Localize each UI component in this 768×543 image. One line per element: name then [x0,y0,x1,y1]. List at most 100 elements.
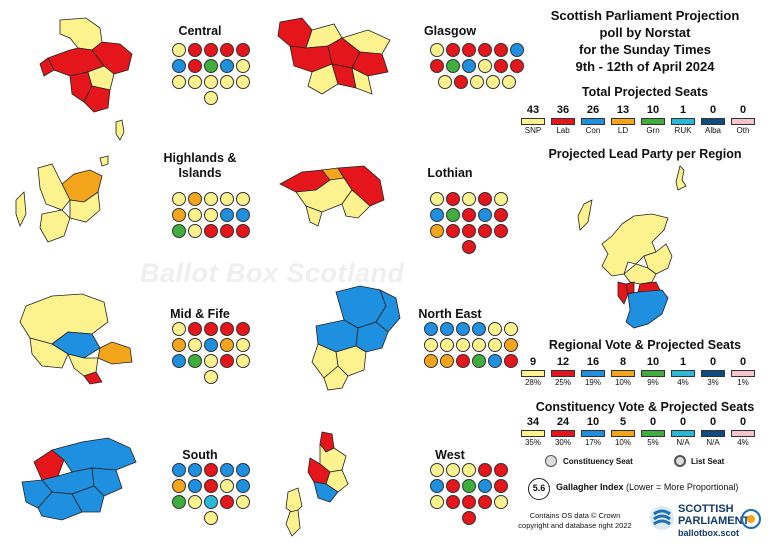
constituency-vote-grn: 5% [647,438,659,447]
regional-col-alba: 0 3% [698,356,728,388]
north-east-map [311,285,401,391]
seat-north-east-12 [424,354,438,368]
total-seats-snp: 43 [526,104,540,116]
seat-highlands-islands-0 [172,192,186,206]
seat-south-12 [204,495,218,509]
seat-lothian-2 [462,192,476,206]
title-line-1: Scottish Parliament Projection [550,8,740,23]
total-party-con: Con [585,126,601,135]
seat-lothian-3 [478,192,492,206]
seat-mid-fife-5 [172,338,186,352]
constituency-vote-snp: 35% [524,438,541,447]
total-seats-heading: Total Projected Seats [581,85,709,99]
seat-mid-fife-8 [220,338,234,352]
seat-central-7 [204,59,218,73]
seat-mid-fife-14 [236,354,250,368]
regional-seats-oth: 0 [739,356,747,368]
total-col-grn: 10 Grn [638,104,668,136]
constituency-heading: Constituency Vote & Projected Seats [535,400,755,414]
regional-swatch-con [581,370,605,377]
constituency-col-grn: 0 5% [638,416,668,448]
seat-west-10 [430,495,444,509]
credit-line-1: Contains OS data © Crown [529,511,621,520]
seat-glasgow-6 [430,59,444,73]
seat-north-east-3 [472,322,486,336]
total-party-oth: Oth [736,126,750,135]
logo-mark-icon [650,506,674,530]
seat-mid-fife-3 [220,322,234,336]
constituency-swatch-alba [701,430,725,437]
seat-mid-fife-1 [188,322,202,336]
regional-vote-lab: 25% [554,378,571,387]
seat-central-3 [220,43,234,57]
seat-west-2 [462,463,476,477]
title-line-4: 9th - 12th of April 2024 [575,59,715,74]
total-seats-table: 43 SNP 36 Lab 26 Con 13 LD 10 Grn 1 RUK 0 Alba 0 Oth [518,104,758,144]
seat-north-east-4 [488,322,502,336]
lead-north-east [643,243,673,275]
seat-north-east-0 [424,322,438,336]
seat-south-9 [236,479,250,493]
seat-north-east-11 [504,338,518,352]
seat-highlands-islands-12 [204,224,218,238]
total-party-alba: Alba [704,126,721,135]
seat-mid-fife-13 [220,354,234,368]
seat-west-9 [494,479,508,493]
gallagher-note: (Lower = More Proportional) [626,482,739,492]
seat-lothian-0 [430,192,444,206]
seat-highlands-islands-6 [188,208,202,222]
lead-isles [577,199,593,231]
seat-south-3 [220,463,234,477]
seat-highlands-islands-5 [172,208,186,222]
regional-col-snp: 9 28% [518,356,548,388]
lead-highlands-shape [675,165,687,191]
total-col-snp: 43 SNP [518,104,548,136]
region-title-west: West [435,448,465,462]
gallagher-badge: 5.6 [528,478,550,500]
central-map [39,17,133,113]
seat-south-6 [188,479,202,493]
seat-central-9 [236,59,250,73]
regional-vote-grn: 9% [647,378,659,387]
seat-mid-fife-7 [204,338,218,352]
seat-highlands-islands-2 [204,192,218,206]
regional-swatch-grn [641,370,665,377]
seat-glasgow-11 [510,59,524,73]
regional-seats-ruk: 1 [679,356,687,368]
seat-central-12 [204,75,218,89]
seat-south-10 [172,495,186,509]
total-col-alba: 0 Alba [698,104,728,136]
regional-vote-ld: 10% [614,378,631,387]
seat-highlands-islands-14 [236,224,250,238]
regional-vote-snp: 28% [524,378,541,387]
constituency-table: 34 35% 24 30% 10 17% 5 10% 0 5% 0 N/A 0 N/A 0 4% [518,416,758,456]
seat-mid-fife-4 [236,322,250,336]
seat-north-east-10 [488,338,502,352]
regional-vote-ruk: 4% [677,378,689,387]
seat-glasgow-2 [462,43,476,57]
seat-glasgow-10 [494,59,508,73]
seat-central-10 [172,75,186,89]
regional-col-oth: 0 1% [728,356,758,388]
seat-west-12 [462,495,476,509]
regional-swatch-lab [551,370,575,377]
seat-west-13 [478,495,492,509]
constituency-vote-lab: 30% [554,438,571,447]
total-swatch-con [581,118,605,125]
logo-line-2: PARLIAMENT [678,515,750,527]
seat-glasgow-0 [430,43,444,57]
seat-south-1 [188,463,202,477]
logo-url: ballotbox.scot [678,528,740,538]
constituency-swatch-ruk [671,430,695,437]
seat-lothian-8 [478,208,492,222]
seat-lothian-14 [494,224,508,238]
lead-west [617,281,629,305]
seat-lothian-7 [462,208,476,222]
glasgow-map [277,17,391,95]
total-col-oth: 0 Oth [728,104,758,136]
list-seat-legend-label: List Seat [691,457,725,466]
seat-south-13 [220,495,234,509]
seat-north-east-5 [504,322,518,336]
seat-highlands-islands-13 [220,224,234,238]
regional-col-grn: 10 9% [638,356,668,388]
